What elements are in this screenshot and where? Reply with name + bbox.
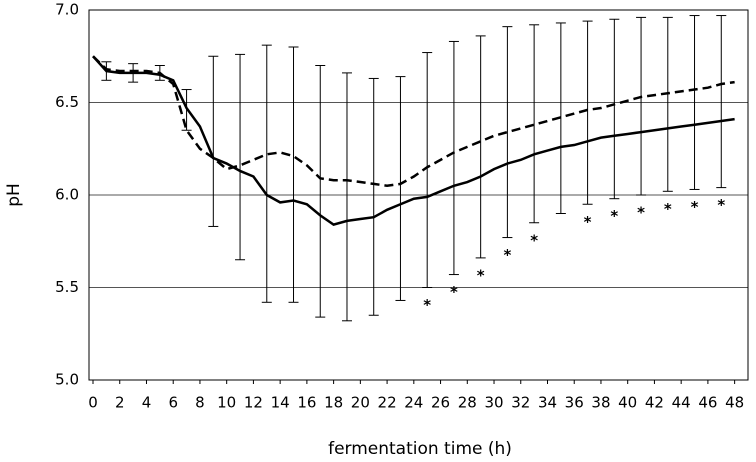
- significance-mark: *: [423, 296, 431, 314]
- line-series: [92, 55, 735, 226]
- x-tick-label: 6: [168, 394, 178, 412]
- error-bar: [261, 44, 272, 303]
- significance-mark: *: [477, 266, 485, 284]
- significance-mark: *: [717, 196, 725, 214]
- significance-mark: *: [664, 200, 672, 218]
- significance-mark: *: [584, 213, 592, 231]
- x-tick-label: 2: [115, 394, 125, 412]
- significance-mark: *: [637, 204, 645, 222]
- line-series: [92, 55, 735, 188]
- significance-mark: *: [503, 246, 511, 264]
- y-tick-label: 6.5: [55, 93, 79, 111]
- error-bar: [422, 52, 433, 288]
- error-bar: [502, 26, 513, 239]
- y-tick-label: 5.0: [55, 371, 79, 389]
- x-tick-label: 42: [645, 394, 664, 412]
- significance-mark: *: [450, 283, 458, 301]
- x-tick-label: 36: [565, 394, 584, 412]
- x-tick-label: 48: [725, 394, 744, 412]
- significance-mark: *: [530, 231, 538, 249]
- x-tick-label: 4: [142, 394, 152, 412]
- x-tick-label: 14: [271, 394, 290, 412]
- x-tick-label: 44: [672, 394, 691, 412]
- x-tick-label: 18: [324, 394, 343, 412]
- significance-mark: *: [691, 198, 699, 216]
- error-bar: [368, 77, 379, 316]
- x-tick-label: 24: [404, 394, 423, 412]
- x-tick-label: 0: [88, 394, 98, 412]
- error-bar: [341, 72, 352, 322]
- x-tick-label: 38: [591, 394, 610, 412]
- error-bar: [395, 76, 406, 301]
- error-bar: [609, 18, 620, 200]
- error-bar: [716, 15, 727, 189]
- x-tick-label: 32: [511, 394, 530, 412]
- x-tick-label: 8: [195, 394, 205, 412]
- x-tick-label: 16: [297, 394, 316, 412]
- error-bar: [315, 65, 326, 318]
- y-tick-label: 6.0: [55, 186, 79, 204]
- error-bar: [582, 20, 593, 205]
- x-tick-label: 22: [378, 394, 397, 412]
- error-bar: [208, 55, 219, 227]
- x-tick-label: 10: [217, 394, 236, 412]
- x-tick-label: 34: [538, 394, 557, 412]
- x-tick-label: 20: [351, 394, 370, 412]
- x-tick-label: 28: [458, 394, 477, 412]
- x-tick-label: 26: [431, 394, 450, 412]
- error-bar: [235, 53, 246, 261]
- x-tick-label: 46: [698, 394, 717, 412]
- x-tick-label: 30: [484, 394, 503, 412]
- error-bar: [448, 40, 459, 276]
- error-bar: [288, 46, 299, 303]
- x-axis-label: fermentation time (h): [328, 439, 512, 459]
- error-bar: [689, 15, 700, 190]
- y-tick-label: 7.0: [55, 1, 79, 19]
- significance-mark: *: [610, 207, 618, 225]
- y-tick-label: 5.5: [55, 278, 79, 296]
- x-tick-label: 12: [244, 394, 263, 412]
- error-bar: [475, 35, 486, 259]
- error-bar: [529, 24, 540, 224]
- y-axis-label: pH: [4, 183, 24, 207]
- error-bar: [662, 16, 673, 192]
- plot-frame: [88, 9, 749, 381]
- x-tick-label: 40: [618, 394, 637, 412]
- error-bar: [636, 16, 647, 196]
